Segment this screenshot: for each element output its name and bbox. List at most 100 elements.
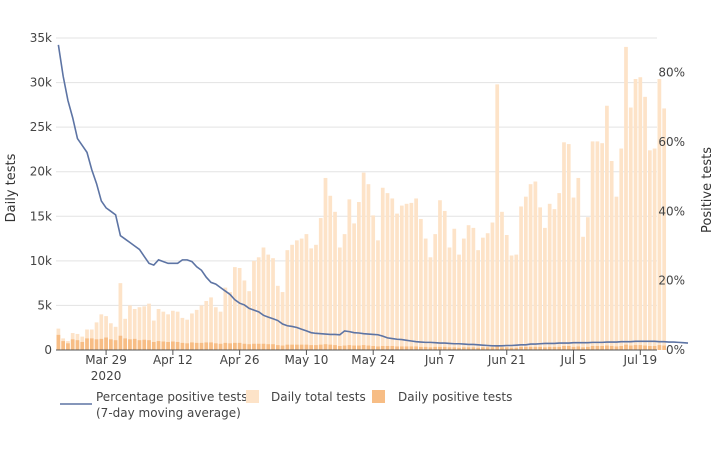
y-tick-label: 10k [30,254,52,268]
total-tests-bar [347,199,352,350]
positive-tests-bar [366,345,371,350]
positive-tests-bar [552,346,557,350]
total-tests-bar [123,318,128,350]
total-tests-bar [461,238,466,350]
legend-total-label: Daily total tests [271,390,366,404]
positive-tests-bar [318,344,323,350]
total-tests-bar [571,197,576,350]
total-tests-bar [299,238,304,350]
positive-tests-bar [233,342,237,350]
total-tests-bar [404,203,409,350]
total-tests-bar [504,235,509,350]
legend-total-swatch [246,390,259,403]
total-tests-bar [142,306,147,350]
total-tests-bar [552,209,557,350]
positive-tests-bar [442,346,447,350]
y-tick-label: 35k [30,31,52,45]
legend-positive-swatch [372,390,385,403]
gridlines [56,37,657,306]
total-tests-bar [600,143,605,350]
positive-tests-bar [94,339,99,350]
total-tests-bar [585,217,590,350]
positive-tests-bar [390,345,395,350]
positive-tests-bar [647,345,652,350]
positive-tests-bar [533,346,538,350]
y-tick-label: 30k [30,76,52,90]
total-tests-bar [185,319,190,350]
total-tests-bar [137,307,142,350]
legend-line-label: Percentage positive tests [96,390,248,404]
positive-tests-bar [662,345,667,350]
positive-tests-bar [314,345,318,350]
positive-tests-bar [142,339,147,350]
total-tests-bar [595,141,600,350]
positive-tests-bar [614,346,619,350]
x-tick-label: Jul 5 [560,353,587,367]
y-tick-label: 0 [44,343,52,357]
x-tick-label: Apr 26 [220,353,260,367]
total-tests-bar [180,317,185,350]
total-tests-bar [256,257,261,350]
positive-tests-bar [633,345,638,350]
positive-tests-bar [104,337,108,350]
positive-tests-bar [128,339,132,350]
total-tests-bar [318,218,323,350]
positive-tests-bar [361,345,366,350]
positive-tests-bar [376,346,380,350]
positive-tests-bar [466,347,471,350]
total-tests-bar [490,222,495,350]
percentage-positive-line [57,44,689,347]
positive-tests-bar [452,347,457,350]
total-tests-bar [151,320,156,350]
total-tests-bar [643,96,647,350]
total-tests-bar [543,227,547,350]
positive-tests-bar [419,346,423,350]
total-tests-bar [104,316,108,350]
positive-tests-bar [495,345,500,350]
total-tests-bar [609,161,614,350]
total-tests-bar [166,314,170,350]
y2-axis-title: Positive tests [700,147,715,233]
total-tests-bar [509,255,514,350]
total-tests-bar [108,323,113,350]
total-tests-bar [419,218,423,350]
positive-tests-bar [547,346,552,350]
positive-tests-bar [309,345,314,350]
total-tests-bar [295,240,299,350]
positive-tests-bar [237,342,242,350]
total-tests-bar [500,211,504,350]
x-tick-label: May 24 [351,353,395,367]
total-tests-bar [428,257,433,350]
total-tests-bar [156,308,161,350]
total-tests-bar [223,287,228,350]
positive-tests-bar [485,347,490,350]
total-tests-bar [528,184,533,350]
total-tests-bar [128,305,132,350]
total-tests-bar [209,297,213,350]
total-tests-bar [457,254,461,350]
total-tests-bar [590,141,595,350]
total-tests-bar [357,202,361,350]
positive-tests-bar [280,345,285,350]
positive-tests-bar [190,342,194,350]
positive-tests-bar [66,343,70,350]
total-tests-bar [385,193,390,350]
total-tests-bar [471,227,476,350]
positive-tests-bar [471,347,476,350]
positive-tests-bar [514,347,519,350]
positive-tests-bar [213,343,218,350]
positive-tests-bar [113,340,118,350]
total-tests-bar [161,311,166,350]
total-tests-bar [204,300,209,350]
y-axis-ticks: 0 5k 10k 15k 20k 25k 30k 35k [30,31,52,357]
positive-tests-bar [337,345,342,350]
positive-tests-bar [600,345,605,350]
total-tests-bar [614,196,619,350]
positive-tests-bar [70,339,75,350]
total-tests-bar [233,267,237,350]
total-tests-bar [633,79,638,351]
x-tick-label: Mar 29 [85,353,127,367]
positive-tests-bar [428,347,433,350]
total-tests-bars [56,46,667,351]
total-tests-bar [423,238,428,350]
